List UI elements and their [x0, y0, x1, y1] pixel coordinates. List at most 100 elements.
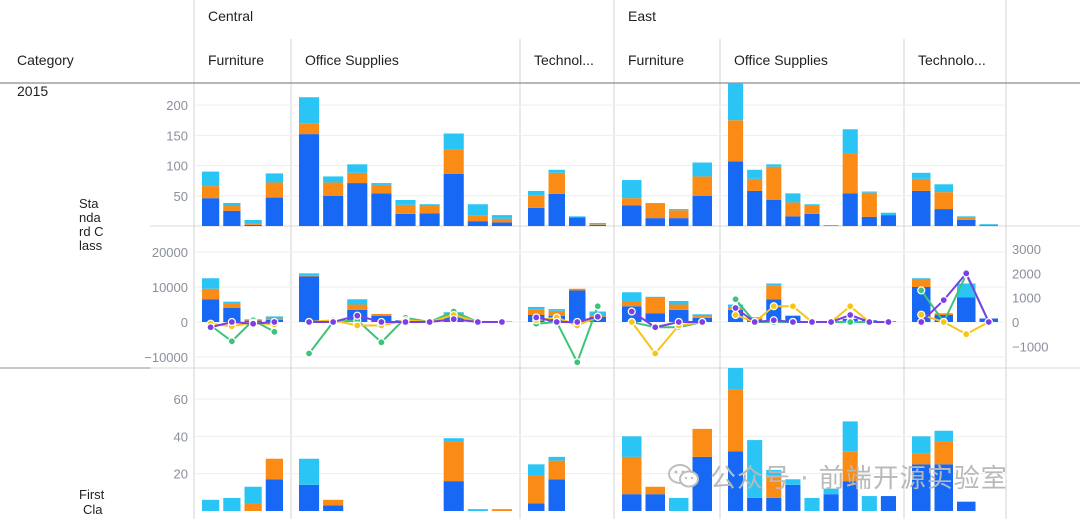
bar-segment — [589, 222, 606, 225]
bar-segment — [957, 216, 976, 218]
line-point — [827, 317, 836, 327]
bar-segment — [202, 288, 220, 300]
line-point — [917, 310, 926, 319]
bar-segment — [443, 149, 464, 175]
y2-tick-label: −1000 — [1012, 339, 1049, 354]
bar-segment — [823, 488, 839, 495]
bar-segment — [548, 460, 565, 480]
bar-segment — [934, 430, 953, 442]
line-point — [627, 317, 636, 327]
bar-segment — [491, 218, 512, 223]
bar-segment — [645, 218, 665, 226]
line-point — [788, 317, 797, 327]
bar-segment — [548, 479, 565, 511]
line-point — [846, 302, 855, 311]
bar-segment — [957, 219, 976, 226]
bar-segment — [766, 200, 782, 226]
series-line — [536, 305, 599, 365]
bar-segment — [244, 503, 262, 511]
y-tick-label: 200 — [166, 98, 188, 113]
line-point — [449, 315, 458, 324]
bar-segment — [528, 207, 545, 226]
y2-tick-label: 0 — [1012, 315, 1019, 330]
bar-segment — [842, 153, 858, 194]
bar-segment — [323, 182, 344, 196]
bar-segment — [785, 193, 801, 203]
y-tick-label: 20000 — [152, 245, 188, 260]
bar-segment — [622, 205, 642, 226]
bar-segment — [747, 190, 763, 226]
bar-segment — [880, 212, 896, 216]
line-point — [532, 313, 541, 322]
y-tick-label: 100 — [166, 159, 188, 174]
cat-header-central-tech: Technol... — [534, 52, 594, 68]
bar-segment — [548, 172, 565, 194]
y-tick-label: 60 — [174, 392, 188, 407]
bar-segment — [692, 176, 712, 196]
line-point — [884, 317, 893, 327]
bar-segment — [728, 451, 744, 511]
bar-segment — [371, 313, 392, 316]
y-tick-label: 40 — [174, 429, 188, 444]
bar-segment — [645, 494, 665, 511]
bar-segment — [934, 464, 953, 511]
cat-header-central-furniture: Furniture — [208, 52, 264, 68]
bar-segment — [467, 509, 488, 511]
bar-segment — [785, 484, 801, 511]
line-point — [270, 317, 279, 327]
bar-segment — [548, 193, 565, 226]
bar-segment — [528, 190, 545, 196]
line-point — [731, 310, 740, 320]
bar-segment — [244, 486, 262, 504]
bar-segment — [912, 280, 931, 287]
bar-segment — [669, 218, 689, 226]
bar-segment — [785, 479, 801, 485]
line-point — [304, 349, 314, 358]
bar-segment — [202, 499, 220, 511]
bar-segment — [622, 292, 642, 301]
line-point — [401, 317, 410, 327]
bar-segment — [692, 456, 712, 511]
line-point — [627, 307, 636, 316]
bar-segment — [912, 464, 931, 511]
bar-segment — [957, 501, 976, 511]
line-point — [807, 317, 817, 327]
bar-segment — [347, 172, 368, 184]
bar-segment — [467, 204, 488, 216]
row-label-first-2: Cla — [83, 502, 103, 517]
bar-segment — [467, 215, 488, 222]
bar-segment — [957, 283, 976, 298]
bar-segment — [645, 297, 665, 314]
line-point — [651, 349, 660, 358]
bar-segment — [912, 278, 931, 280]
bar-segment — [728, 120, 744, 162]
bar-segment — [979, 224, 998, 226]
bar-segment — [265, 458, 283, 480]
bar-segment — [589, 224, 606, 225]
bar-segment — [766, 477, 782, 498]
line-point — [353, 321, 362, 330]
series-line — [536, 315, 598, 323]
bar-segment — [202, 278, 220, 289]
line-point — [304, 317, 314, 327]
bar-segment — [957, 217, 976, 220]
bar-segment — [347, 304, 368, 310]
bar-segment — [728, 368, 744, 390]
bar-segment — [622, 494, 642, 511]
bar-segment — [395, 204, 416, 214]
axis-ticks: 5010015020020000100000−10000300020001000… — [144, 98, 1048, 482]
bar-segment — [299, 273, 320, 276]
bar-segment — [467, 221, 488, 226]
bar-segment — [669, 210, 689, 219]
row-label-standard-3: rd C — [79, 224, 104, 239]
line-point — [846, 317, 855, 327]
year-label: 2015 — [17, 83, 48, 99]
bar-segment — [347, 299, 368, 305]
bar-segment — [223, 203, 241, 207]
series-line — [920, 313, 990, 336]
bar-segment — [299, 97, 320, 124]
bar-segment — [323, 499, 344, 506]
line-point — [473, 317, 482, 327]
bar-segment — [823, 225, 839, 226]
bar-segment — [223, 210, 241, 226]
